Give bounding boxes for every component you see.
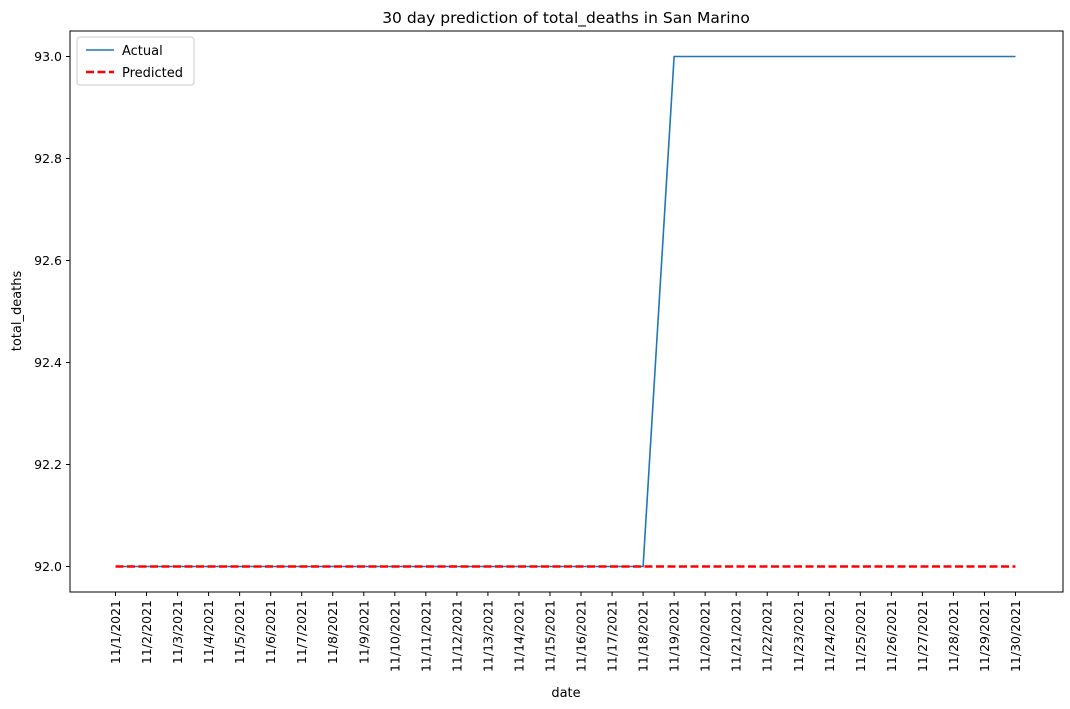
x-tick-label: 11/5/2021 — [232, 600, 247, 664]
x-tick-label: 11/15/2021 — [542, 600, 557, 672]
x-tick-label: 11/6/2021 — [263, 600, 278, 664]
x-axis: 11/1/2021 11/2/2021 11/3/2021 11/4/2021 11/5… — [108, 592, 1023, 672]
y-tick-label: 93.0 — [34, 49, 62, 64]
legend-box — [76, 36, 195, 86]
y-tick-label: 92.8 — [34, 151, 62, 166]
legend: Actual Predicted — [76, 36, 195, 86]
series-layer — [115, 55, 1016, 568]
y-tick-label: 92.2 — [34, 457, 62, 472]
x-tick-label: 11/27/2021 — [915, 600, 930, 672]
x-tick-label: 11/25/2021 — [853, 600, 868, 672]
x-tick-label: 11/8/2021 — [325, 600, 340, 664]
y-tick-label: 92.6 — [34, 253, 62, 268]
x-tick-label: 11/10/2021 — [387, 600, 402, 672]
x-tick-label: 11/29/2021 — [977, 600, 992, 672]
x-tick-label: 11/19/2021 — [667, 600, 682, 672]
x-tick-label: 11/22/2021 — [760, 600, 775, 672]
x-tick-label: 11/18/2021 — [636, 600, 651, 672]
x-tick-label: 11/28/2021 — [946, 600, 961, 672]
y-tick-label: 92.0 — [34, 559, 62, 574]
x-tick-label: 11/21/2021 — [729, 600, 744, 672]
series-actual-line — [115, 55, 1016, 568]
y-axis-label: total_deaths — [10, 271, 25, 352]
x-tick-label: 11/1/2021 — [108, 600, 123, 664]
x-tick-label: 11/14/2021 — [511, 600, 526, 672]
x-tick-label: 11/9/2021 — [356, 600, 371, 664]
x-tick-label: 11/11/2021 — [418, 600, 433, 672]
x-tick-label: 11/13/2021 — [480, 600, 495, 672]
x-tick-label: 11/17/2021 — [605, 600, 620, 672]
x-tick-label: 11/20/2021 — [698, 600, 713, 672]
x-tick-label: 11/26/2021 — [884, 600, 899, 672]
plot-area — [69, 30, 1064, 593]
x-tick-label: 11/2/2021 — [139, 600, 154, 664]
x-tick-label: 11/4/2021 — [201, 600, 216, 664]
y-tick-label: 92.4 — [34, 355, 62, 370]
x-tick-label: 11/16/2021 — [574, 600, 589, 672]
x-tick-label: 11/7/2021 — [294, 600, 309, 664]
legend-actual-label: Actual — [122, 44, 163, 59]
x-tick-label: 11/30/2021 — [1008, 600, 1023, 672]
y-axis: 92.0 92.2 92.4 92.6 92.8 93.0 — [34, 49, 70, 574]
x-tick-label: 11/12/2021 — [449, 600, 464, 672]
x-tick-label: 11/23/2021 — [791, 600, 806, 672]
x-tick-label: 11/3/2021 — [170, 600, 185, 664]
legend-predicted-label: Predicted — [122, 66, 183, 81]
x-axis-label: date — [551, 686, 580, 701]
chart-title: 30 day prediction of total_deaths in San… — [382, 9, 750, 28]
x-tick-label: 11/24/2021 — [822, 600, 837, 672]
